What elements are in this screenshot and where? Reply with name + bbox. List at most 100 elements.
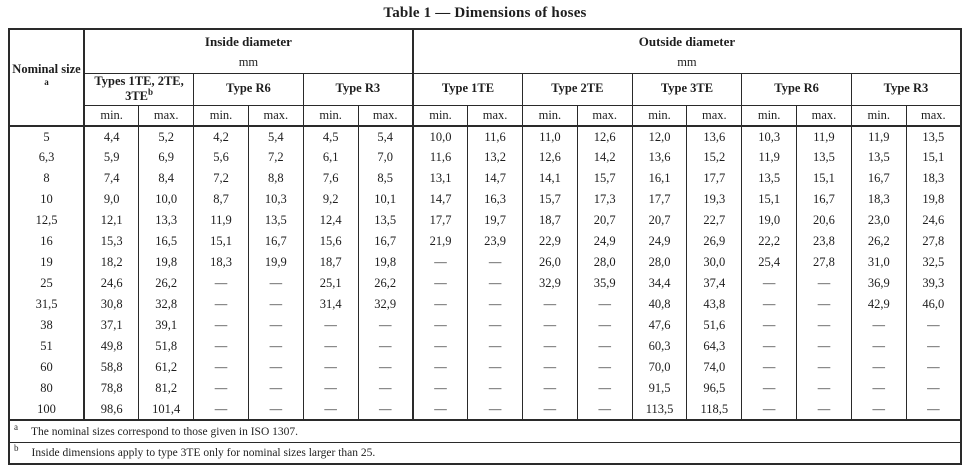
value-cell: — xyxy=(576,336,633,358)
table-footnotes: a The nominal sizes correspond to those g… xyxy=(8,419,962,465)
value-cell: 15,1 xyxy=(741,189,798,211)
value-cell: 4,4 xyxy=(83,126,140,148)
value-cell: 14,1 xyxy=(522,168,578,190)
value-cell: 5,6 xyxy=(193,147,249,169)
min-header: min. xyxy=(522,104,578,128)
nominal-size-cell: 8 xyxy=(8,168,85,190)
value-cell: 118,5 xyxy=(686,399,743,421)
value-cell: 15,1 xyxy=(905,147,962,169)
outside-type-header-3te: Type 3TE xyxy=(631,72,743,106)
value-cell: 12,6 xyxy=(522,147,578,169)
value-cell: 7,6 xyxy=(302,168,359,190)
nominal-size-cell: 31,5 xyxy=(8,294,85,316)
value-cell: 5,4 xyxy=(247,126,304,148)
value-cell: 19,0 xyxy=(741,210,798,232)
value-cell: 26,2 xyxy=(850,231,907,253)
outside-type-header-r6: Type R6 xyxy=(741,72,852,106)
footnote-ref-a: a xyxy=(44,76,49,87)
nominal-size-header: Nominal size a xyxy=(8,28,85,128)
value-cell: 43,8 xyxy=(686,294,743,316)
value-cell: — xyxy=(796,315,852,337)
value-cell: — xyxy=(357,336,414,358)
table-row: 8 7,4 8,4 7,2 8,8 7,6 8,5 13,1 14,7 14,1 15,7 16,1 1… xyxy=(8,168,962,190)
value-cell: 6,9 xyxy=(138,147,195,169)
nominal-size-cell: 10 xyxy=(8,189,85,211)
value-cell: 39,3 xyxy=(905,273,962,295)
value-cell: — xyxy=(905,357,962,379)
min-header: min. xyxy=(83,104,140,128)
value-cell: 18,3 xyxy=(850,189,907,211)
value-cell: — xyxy=(467,273,523,295)
value-cell: — xyxy=(412,315,469,337)
value-cell: 32,9 xyxy=(522,273,578,295)
value-cell: 13,6 xyxy=(631,147,688,169)
value-cell: 11,9 xyxy=(193,210,249,232)
value-cell: — xyxy=(796,357,852,379)
value-cell: — xyxy=(741,399,798,421)
value-cell: — xyxy=(850,336,907,358)
section-header-row: Nominal size a Inside diameter mm Outsid… xyxy=(8,28,962,128)
value-cell: 37,1 xyxy=(83,315,140,337)
value-cell: 15,7 xyxy=(576,168,633,190)
value-cell: — xyxy=(850,399,907,421)
value-cell: 19,8 xyxy=(357,252,414,274)
value-cell: 14,7 xyxy=(467,168,523,190)
value-cell: — xyxy=(850,378,907,400)
value-cell: — xyxy=(850,315,907,337)
value-cell: — xyxy=(741,336,798,358)
value-cell: 11,6 xyxy=(412,147,469,169)
value-cell: 19,9 xyxy=(247,252,304,274)
value-cell: 70,0 xyxy=(631,357,688,379)
outside-type-header-r3: Type R3 xyxy=(850,72,962,106)
table-row: 25 24,6 26,2— —25,1 26,2— —32,9 35,9 34,4 37,4— —… xyxy=(8,273,962,295)
value-cell: 13,5 xyxy=(850,147,907,169)
value-cell: 16,7 xyxy=(357,231,414,253)
value-cell: 13,5 xyxy=(796,147,852,169)
value-cell: — xyxy=(905,315,962,337)
value-cell: 35,9 xyxy=(576,273,633,295)
value-cell: 16,7 xyxy=(850,168,907,190)
value-cell: 61,2 xyxy=(138,357,195,379)
value-cell: — xyxy=(522,315,578,337)
value-cell: 27,8 xyxy=(905,231,962,253)
max-header: max. xyxy=(796,104,852,128)
table-row: 5 4,4 5,2 4,2 5,4 4,5 5,4 10,0 11,6 11,0 12,6 12,0 1… xyxy=(8,126,962,148)
nominal-size-cell: 38 xyxy=(8,315,85,337)
value-cell: 13,1 xyxy=(412,168,469,190)
value-cell: 5,9 xyxy=(83,147,140,169)
table-row: 80 78,8 81,2— — — — — — — —91,5 96,5— — — — xyxy=(8,378,962,400)
min-header: min. xyxy=(631,104,688,128)
value-cell: 10,3 xyxy=(741,126,798,148)
value-cell: — xyxy=(412,378,469,400)
min-header: min. xyxy=(412,104,469,128)
value-cell: 9,0 xyxy=(83,189,140,211)
value-cell: 10,1 xyxy=(357,189,414,211)
nominal-size-cell: 16 xyxy=(8,231,85,253)
value-cell: 39,1 xyxy=(138,315,195,337)
value-cell: 18,3 xyxy=(193,252,249,274)
value-cell: 34,4 xyxy=(631,273,688,295)
value-cell: — xyxy=(741,378,798,400)
value-cell: — xyxy=(467,294,523,316)
value-cell: — xyxy=(741,357,798,379)
value-cell: 9,2 xyxy=(302,189,359,211)
table-row: 60 58,8 61,2— — — — — — — —70,0 74,0— — — — xyxy=(8,357,962,379)
value-cell: — xyxy=(522,294,578,316)
table-header: Nominal size a Inside diameter mm Outsid… xyxy=(8,28,962,128)
value-cell: 12,6 xyxy=(576,126,633,148)
value-cell: 11,9 xyxy=(850,126,907,148)
value-cell: — xyxy=(905,336,962,358)
value-cell: 22,9 xyxy=(522,231,578,253)
value-cell: 101,4 xyxy=(138,399,195,421)
value-cell: — xyxy=(302,399,359,421)
value-cell: 60,3 xyxy=(631,336,688,358)
nominal-size-cell: 25 xyxy=(8,273,85,295)
value-cell: 13,5 xyxy=(741,168,798,190)
value-cell: 6,1 xyxy=(302,147,359,169)
value-cell: 30,0 xyxy=(686,252,743,274)
nominal-size-cell: 60 xyxy=(8,357,85,379)
value-cell: — xyxy=(741,273,798,295)
value-cell: — xyxy=(357,357,414,379)
value-cell: 31,0 xyxy=(850,252,907,274)
value-cell: 26,9 xyxy=(686,231,743,253)
